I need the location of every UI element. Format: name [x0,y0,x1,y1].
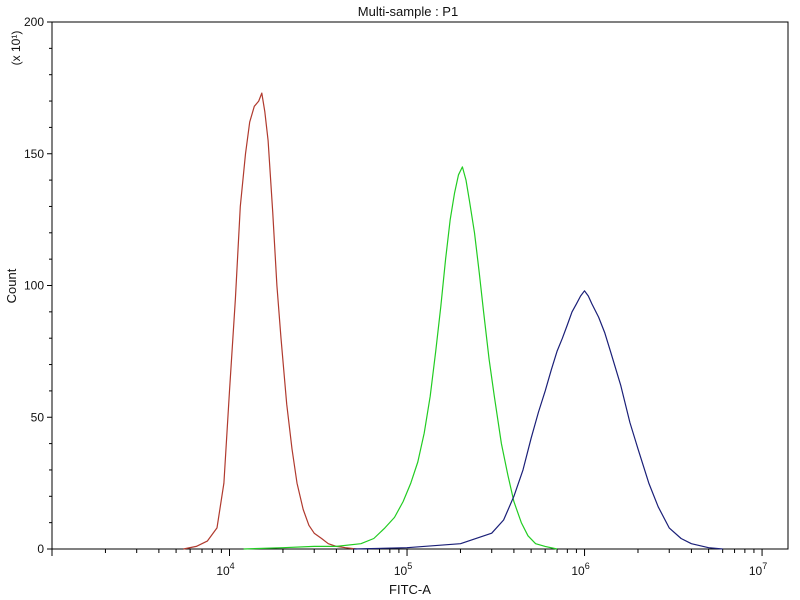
y-tick-label: 200 [24,15,44,29]
x-axis-label: FITC-A [389,582,431,597]
x-tick-exponent: 7 [762,561,767,571]
y-ticks: 0 50 100 150 200 [24,15,52,556]
chart-title: Multi-sample : P1 [358,4,458,19]
series-line [353,290,723,550]
x-ticks: 104 105 106 107 [51,549,767,578]
plot-frame [51,21,789,550]
x-tick-label: 106 [571,561,589,578]
x-tick-base: 10 [216,564,230,578]
x-tick-exponent: 6 [585,561,590,571]
series-line [183,92,357,550]
x-tick-base: 10 [394,564,408,578]
x-tick-base: 10 [749,564,763,578]
y-tick-label: 150 [24,147,44,161]
y-tick-label: 100 [24,279,44,293]
x-tick-base: 10 [571,564,585,578]
y-multiplier-label: (x 10¹) [9,31,23,66]
x-tick-exponent: 5 [407,561,412,571]
series-line [243,166,558,550]
x-tick-label: 104 [216,561,234,578]
x-tick-label: 105 [394,561,412,578]
x-tick-exponent: 4 [230,561,235,571]
x-tick-label: 107 [749,561,767,578]
y-axis-label: Count [4,268,19,303]
series-layer [183,92,723,550]
y-tick-label: 50 [31,410,45,424]
y-tick-label: 0 [37,542,44,556]
